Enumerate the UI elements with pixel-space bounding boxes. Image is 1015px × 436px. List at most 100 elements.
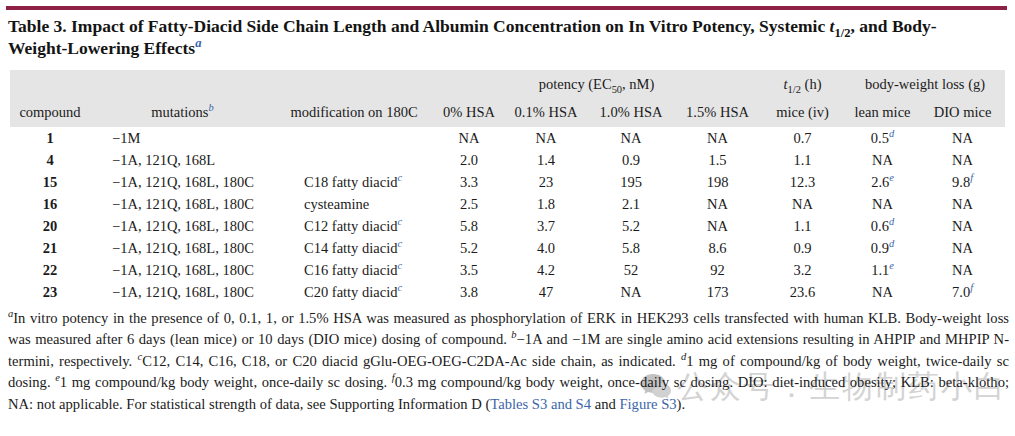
cell-hsa-0: 3.3 <box>433 171 505 193</box>
cell-hsa-1-5: NA <box>675 127 760 149</box>
cell-mutations: −1A, 121Q, 168L, 180C <box>90 171 275 193</box>
data-table-table: potency (EC50, nM)t1/2 (h)body-weight lo… <box>10 70 1005 303</box>
cell-hsa-0-1: 3.7 <box>505 215 587 237</box>
column-header-hsa-0: 0% HSA <box>433 98 505 127</box>
cell-dio-mice: NA <box>920 237 1005 259</box>
table-row: 22−1A, 121Q, 168L, 180CC16 fatty diacidc… <box>10 259 1005 281</box>
data-table: potency (EC50, nM)t1/2 (h)body-weight lo… <box>10 70 1005 303</box>
cell-hsa-0-1: 47 <box>505 281 587 303</box>
cell-mice-iv: 0.9 <box>760 237 845 259</box>
cell-mice-iv: 3.2 <box>760 259 845 281</box>
cell-compound: 4 <box>10 149 90 171</box>
group-header-row: potency (EC50, nM)t1/2 (h)body-weight lo… <box>10 70 1005 98</box>
cell-mutations: −1A, 121Q, 168L, 180C <box>90 193 275 215</box>
cell-lean-mice: 0.9d <box>845 237 920 259</box>
cell-hsa-0-1: 4.2 <box>505 259 587 281</box>
cell-compound: 15 <box>10 171 90 193</box>
cell-mutations: −1A, 121Q, 168L, 180C <box>90 215 275 237</box>
table-row: 4−1A, 121Q, 168L2.01.40.91.51.1NANA <box>10 149 1005 171</box>
column-header-mutations: mutationsb <box>90 98 275 127</box>
cell-mutations: −1A, 121Q, 168L <box>90 149 275 171</box>
cell-dio-mice: NA <box>920 127 1005 149</box>
column-header-lean-mice: lean mice <box>845 98 920 127</box>
cell-hsa-0: 3.8 <box>433 281 505 303</box>
cell-hsa-1-5: 1.5 <box>675 149 760 171</box>
cell-mutations: −1M <box>90 127 275 149</box>
cell-dio-mice: 9.8f <box>920 171 1005 193</box>
cell-hsa-0: 2.5 <box>433 193 505 215</box>
cell-hsa-0: 5.8 <box>433 215 505 237</box>
column-header-hsa-1-0: 1.0% HSA <box>587 98 675 127</box>
cell-mice-iv: 23.6 <box>760 281 845 303</box>
group-header-body-weight-loss: body-weight loss (g) <box>845 70 1005 98</box>
supporting-info-link[interactable]: Tables S3 and S4 <box>490 396 591 412</box>
cell-hsa-0-1: 23 <box>505 171 587 193</box>
cell-mutations: −1A, 121Q, 168L, 180C <box>90 259 275 281</box>
cell-mutations: −1A, 121Q, 168L, 180C <box>90 237 275 259</box>
group-header-spacer <box>10 70 433 98</box>
cell-hsa-1-5: 92 <box>675 259 760 281</box>
cell-mice-iv: 1.1 <box>760 215 845 237</box>
cell-hsa-1-0: NA <box>587 281 675 303</box>
cell-hsa-1-0: NA <box>587 127 675 149</box>
table-row: 1−1MNANANANA0.70.5dNA <box>10 127 1005 149</box>
cell-compound: 16 <box>10 193 90 215</box>
cell-hsa-1-0: 5.8 <box>587 237 675 259</box>
cell-hsa-0: NA <box>433 127 505 149</box>
cell-modification: C14 fatty diacidc <box>275 237 433 259</box>
cell-modification: C12 fatty diacidc <box>275 215 433 237</box>
table-row: 23−1A, 121Q, 168L, 180CC20 fatty diacidc… <box>10 281 1005 303</box>
cell-lean-mice: NA <box>845 193 920 215</box>
cell-mutations: −1A, 121Q, 168L, 180C <box>90 281 275 303</box>
cell-lean-mice: 1.1e <box>845 259 920 281</box>
cell-lean-mice: NA <box>845 149 920 171</box>
cell-hsa-1-5: NA <box>675 193 760 215</box>
cell-hsa-1-5: NA <box>675 215 760 237</box>
group-header-potency: potency (EC50, nM) <box>433 70 760 98</box>
cell-hsa-1-0: 2.1 <box>587 193 675 215</box>
cell-dio-mice: 7.0f <box>920 281 1005 303</box>
table-row: 15−1A, 121Q, 168L, 180CC18 fatty diacidc… <box>10 171 1005 193</box>
column-header-hsa-1-5: 1.5% HSA <box>675 98 760 127</box>
table-header: potency (EC50, nM)t1/2 (h)body-weight lo… <box>10 70 1005 127</box>
cell-lean-mice: NA <box>845 281 920 303</box>
cell-modification <box>275 149 433 171</box>
column-header-mice-iv: mice (iv) <box>760 98 845 127</box>
column-header-hsa-0-1: 0.1% HSA <box>505 98 587 127</box>
cell-lean-mice: 2.6e <box>845 171 920 193</box>
cell-hsa-1-5: 8.6 <box>675 237 760 259</box>
cell-mice-iv: 12.3 <box>760 171 845 193</box>
table-footnotes: aIn vitro potency in the presence of 0, … <box>8 308 1009 415</box>
cell-hsa-1-0: 5.2 <box>587 215 675 237</box>
cell-modification <box>275 127 433 149</box>
cell-hsa-0-1: 1.4 <box>505 149 587 171</box>
cell-dio-mice: NA <box>920 193 1005 215</box>
cell-hsa-0: 2.0 <box>433 149 505 171</box>
cell-hsa-1-5: 198 <box>675 171 760 193</box>
table-title: Table 3. Impact of Fatty-Diacid Side Cha… <box>8 15 1010 59</box>
column-header-modification: modification on 180C <box>275 98 433 127</box>
table-body: 1−1MNANANANA0.70.5dNA4−1A, 121Q, 168L2.0… <box>10 127 1005 303</box>
cell-lean-mice: 0.5d <box>845 127 920 149</box>
table-row: 16−1A, 121Q, 168L, 180Ccysteamine2.51.82… <box>10 193 1005 215</box>
cell-dio-mice: NA <box>920 259 1005 281</box>
table-row: 20−1A, 121Q, 168L, 180CC12 fatty diacidc… <box>10 215 1005 237</box>
cell-lean-mice: 0.6d <box>845 215 920 237</box>
column-header-dio-mice: DIO mice <box>920 98 1005 127</box>
cell-mice-iv: 1.1 <box>760 149 845 171</box>
cell-hsa-0: 5.2 <box>433 237 505 259</box>
cell-hsa-0: 3.5 <box>433 259 505 281</box>
cell-hsa-1-0: 52 <box>587 259 675 281</box>
cell-modification: C20 fatty diacidc <box>275 281 433 303</box>
cell-compound: 1 <box>10 127 90 149</box>
supporting-info-link[interactable]: Figure S3 <box>619 396 676 412</box>
cell-mice-iv: 0.7 <box>760 127 845 149</box>
cell-hsa-1-0: 0.9 <box>587 149 675 171</box>
cell-modification: cysteamine <box>275 193 433 215</box>
cell-dio-mice: NA <box>920 215 1005 237</box>
cell-compound: 23 <box>10 281 90 303</box>
column-header-row: compoundmutationsbmodification on 180C0%… <box>10 98 1005 127</box>
cell-hsa-1-5: 173 <box>675 281 760 303</box>
cell-dio-mice: NA <box>920 149 1005 171</box>
cell-compound: 22 <box>10 259 90 281</box>
